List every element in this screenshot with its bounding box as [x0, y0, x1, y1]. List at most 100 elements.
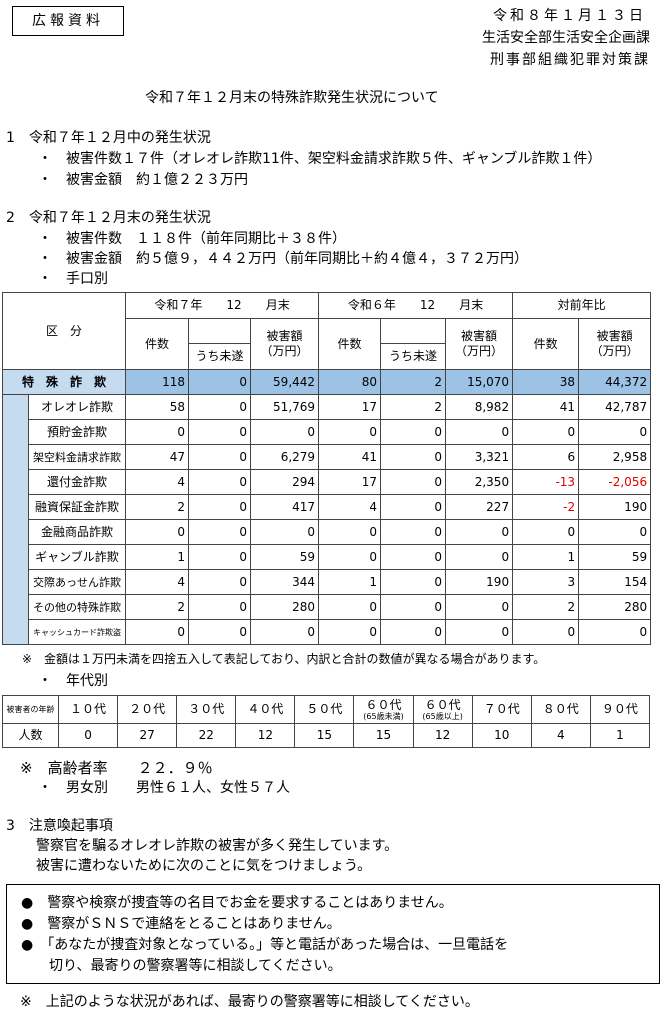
table-cell: 41	[512, 394, 580, 420]
total-cell: 15,070	[445, 369, 514, 395]
table-cell: 0	[318, 594, 382, 620]
table-cell: 190	[578, 494, 652, 520]
table-cell: 59	[578, 544, 652, 570]
age-count: 12	[235, 723, 296, 748]
category-indent	[2, 394, 29, 645]
table-cell: 344	[250, 569, 320, 595]
section1-item: ・ 被害件数１７件（オレオレ詐欺11件、架空料金請求詐欺５件、ギャンブル詐欺１件…	[38, 151, 602, 167]
table-cell: 4	[125, 569, 190, 595]
age-header: ８０代	[530, 695, 591, 724]
table-cell: 0	[318, 619, 382, 645]
age-sublabel: (65歳未満)	[363, 711, 404, 721]
table-cell: 294	[250, 469, 320, 495]
section3-line: 被害に遭わないために次のことに気をつけましょう。	[36, 858, 372, 874]
age-header: ６０代 (65歳未満)	[353, 695, 414, 724]
table-cell: 0	[188, 419, 252, 445]
age-count: 4	[530, 723, 591, 748]
table-cell: 0	[188, 469, 252, 495]
count-header: 件数	[125, 318, 190, 370]
table-cell: 0	[188, 569, 252, 595]
age-label: ２０代	[129, 702, 166, 716]
table-cell: 0	[250, 419, 320, 445]
table-cell: 0	[578, 419, 652, 445]
table-cell: 190	[445, 569, 514, 595]
table-cell: 0	[188, 544, 252, 570]
table-cell: 0	[512, 519, 580, 545]
table-cell: 6	[512, 444, 580, 470]
age-count: 22	[176, 723, 237, 748]
age-label: ３０代	[188, 702, 225, 716]
period-header-current: 令和７年 12 月末	[125, 292, 320, 319]
table-cell: 0	[380, 544, 447, 570]
count-header: 件数	[512, 318, 580, 370]
table-cell: 0	[188, 619, 252, 645]
table-cell: 0	[250, 619, 320, 645]
count-row-label: 人数	[2, 723, 59, 748]
table-cell: 0	[250, 519, 320, 545]
warning-line: ● 警察がＳＮＳで連絡をとることはありません。	[21, 916, 341, 932]
table-cell: 0	[188, 594, 252, 620]
table-row: その他の特殊詐欺 2 0 280 0 0 0 2 280	[3, 594, 652, 620]
row-label: その他の特殊詐欺	[27, 594, 127, 620]
table-cell: 4	[318, 494, 382, 520]
department-1: 生活安全部生活安全企画課	[482, 30, 650, 46]
table-row: 預貯金詐欺 0 0 0 0 0 0 0 0	[3, 419, 652, 445]
row-label: 金融商品詐欺	[27, 519, 127, 545]
total-cell: 0	[188, 369, 252, 395]
table-cell: 42,787	[578, 394, 652, 420]
page-title: 令和７年１２月末の特殊詐欺発生状況について	[145, 90, 439, 106]
press-release-badge: 広報資料	[12, 6, 124, 36]
table-row: オレオレ詐欺 58 0 51,769 17 2 8,982 41 42,787	[2, 394, 652, 645]
table-cell: 0	[445, 544, 514, 570]
table-cell: 2,350	[445, 469, 514, 495]
table-cell: 227	[445, 494, 514, 520]
age-label: １０代	[70, 702, 107, 716]
amount-header: 被害額 （万円）	[250, 318, 320, 370]
period-header-comparison: 対前年比	[512, 292, 652, 319]
table-cell: 6,279	[250, 444, 320, 470]
age-header: ４０代	[235, 695, 296, 724]
table-cell: 0	[512, 419, 580, 445]
row-label: 交際あっせん詐欺	[27, 569, 127, 595]
table-cell: 1	[125, 544, 190, 570]
table-cell: 2	[125, 594, 190, 620]
total-cell: 59,442	[250, 369, 320, 395]
table-cell: 2	[125, 494, 190, 520]
table-cell: 0	[125, 419, 190, 445]
table-cell: 59	[250, 544, 320, 570]
table-cell: 0	[188, 444, 252, 470]
row-label: 還付金詐欺	[27, 469, 127, 495]
table-cell: 2	[380, 394, 447, 420]
table-cell: -13	[512, 469, 580, 495]
row-label: オレオレ詐欺	[27, 394, 127, 420]
table-cell: 0	[188, 394, 252, 420]
total-row: 特 殊 詐 欺 118 0 59,442 80 2 15,070 38 44,372	[1, 369, 652, 395]
amount-header: 被害額 （万円）	[578, 318, 652, 370]
total-cell: 2	[380, 369, 447, 395]
age-count: 12	[412, 723, 473, 748]
section2-item: ・ 被害金額 約５億９，４４２万円（前年同期比＋約４億４，３７２万円）	[38, 251, 528, 267]
row-label: ギャンブル詐欺	[27, 544, 127, 570]
total-cell: 38	[512, 369, 580, 395]
warning-line: ● 「あなたが捜査対象となっている。」等と電話があった場合は、一旦電話を	[21, 937, 509, 953]
table-cell: 280	[250, 594, 320, 620]
table-cell: 0	[578, 619, 652, 645]
table-cell: 0	[380, 619, 447, 645]
age-count: 1	[589, 723, 651, 748]
table-row: キャッシュカード詐欺盗 0 0 0 0 0 0 0 0	[3, 619, 652, 645]
table-cell: 0	[188, 519, 252, 545]
table-cell: 0	[445, 594, 514, 620]
section3-line: 警察官を騙るオレオレ詐欺の被害が多く発生しています。	[36, 838, 399, 854]
age-header: ７０代	[471, 695, 532, 724]
table-cell: 0	[125, 519, 190, 545]
warning-line: ● 警察や検察が捜査等の名目でお金を要求することはありません。	[21, 895, 453, 911]
age-sublabel: (65歳以上)	[422, 711, 463, 721]
age-header: ６０代 (65歳以上)	[412, 695, 473, 724]
section3-heading: 3 注意喚起事項	[6, 818, 113, 834]
age-header: ５０代	[294, 695, 355, 724]
table-cell: 17	[318, 394, 382, 420]
method-table: 区 分 令和７年 12 月末 令和６年 12 月末 対前年比 件数 被害額 （万…	[1, 292, 652, 645]
table-cell: 47	[125, 444, 190, 470]
table-cell: 0	[188, 494, 252, 520]
table-cell: 417	[250, 494, 320, 520]
